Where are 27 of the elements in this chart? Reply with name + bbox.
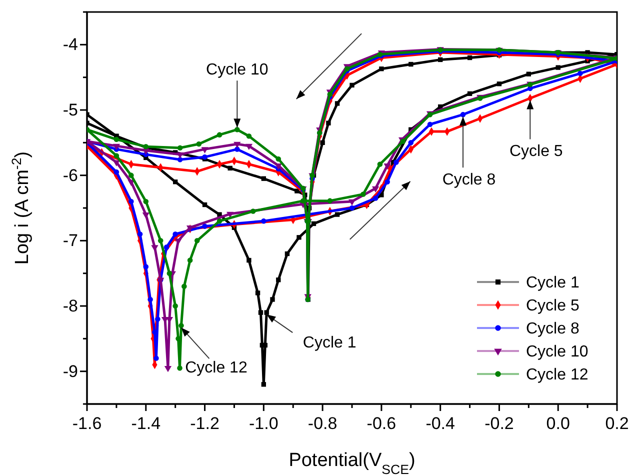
x-tick-label: -0.6 bbox=[366, 414, 396, 434]
x-tick-label: -0.2 bbox=[484, 414, 514, 434]
x-tick-label: -1.2 bbox=[190, 414, 220, 434]
x-tick-label: -1.4 bbox=[131, 414, 161, 434]
legend-label: Cycle 8 bbox=[526, 320, 580, 338]
annotation: Cycle 12 bbox=[185, 360, 248, 377]
x-tick-label: -1.0 bbox=[249, 414, 278, 434]
y-tick-label: -5 bbox=[62, 100, 78, 120]
y-tick-label: -6 bbox=[62, 166, 78, 185]
x-tick-label: -1.6 bbox=[72, 414, 102, 434]
annotation: Cycle 1 bbox=[302, 334, 356, 352]
x-tick-label: 0.2 bbox=[605, 414, 629, 434]
legend-label: Cycle 5 bbox=[526, 298, 580, 315]
annotation: Cycle 8 bbox=[442, 172, 496, 189]
legend-label: Cycle 12 bbox=[526, 366, 588, 384]
y-tick-label: -7 bbox=[62, 231, 78, 250]
y-tick-label: -9 bbox=[62, 362, 78, 381]
y-tick-label: -8 bbox=[62, 296, 78, 316]
x-tick-label: 0.0 bbox=[546, 414, 570, 434]
x-axis-title: Potential(V$_{SCE}$) bbox=[288, 450, 416, 476]
legend-label: Cycle 1 bbox=[526, 274, 580, 292]
x-tick-label: -0.8 bbox=[308, 414, 338, 434]
annotation: Cycle 5 bbox=[509, 143, 563, 160]
annotation: Cycle 10 bbox=[206, 62, 268, 79]
legend-label: Cycle 10 bbox=[526, 344, 588, 361]
x-tick-label: -0.4 bbox=[426, 414, 455, 434]
y-tick-label: -4 bbox=[62, 35, 78, 54]
